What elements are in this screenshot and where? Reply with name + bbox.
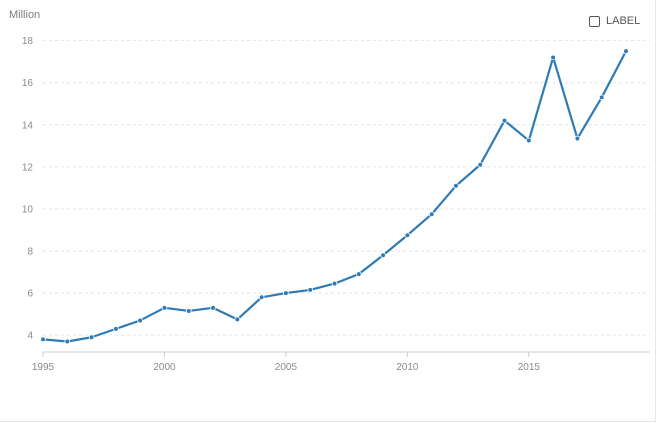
axes [42,351,650,357]
data-point-2010[interactable] [404,232,411,239]
data-point-1997[interactable] [88,334,95,341]
x-tick-label-2015: 2015 [518,362,541,373]
data-point-2009[interactable] [380,252,386,259]
data-point-2007[interactable] [331,280,338,287]
y-tick-label-18: 18 [22,36,34,47]
label-toggle[interactable]: LABEL [589,15,640,27]
data-point-1995[interactable] [40,336,46,343]
data-point-2003[interactable] [234,316,241,323]
data-point-2019[interactable] [623,48,629,54]
data-point-2018[interactable] [598,94,605,101]
data-point-2017[interactable] [574,135,581,142]
y-tick-label-4: 4 [27,331,33,342]
data-point-2006[interactable] [307,287,314,293]
data-point-2016[interactable] [550,54,556,61]
data-point-2013[interactable] [477,161,484,168]
tick-labels: 4 6 8 10 12 14 16 18 1995 2000 2005 2010 2015 [22,36,541,373]
data-point-1996[interactable] [64,338,71,345]
y-tick-label-8: 8 [27,247,33,258]
label-checkbox[interactable] [589,15,600,27]
y-tick-label-10: 10 [22,204,34,215]
data-point-2004[interactable] [258,294,265,301]
y-tick-label-16: 16 [22,78,34,89]
data-point-2015[interactable] [526,137,532,144]
x-tick-label-2010: 2010 [396,362,419,373]
data-point-2012[interactable] [453,182,459,189]
data-point-2000[interactable] [161,305,168,311]
data-point-2005[interactable] [283,290,289,296]
y-tick-label-14: 14 [22,120,34,131]
y-tick-label-6: 6 [27,289,33,300]
series-line-0 [41,50,628,343]
data-point-2008[interactable] [355,271,362,277]
x-tick-label-2000: 2000 [153,362,176,373]
series-layer [40,48,629,345]
data-point-2011[interactable] [428,211,435,217]
x-tick-label-1995: 1995 [32,362,55,373]
data-point-1998[interactable] [113,326,119,332]
x-tick-label-2005: 2005 [275,362,298,373]
data-point-2014[interactable] [501,117,508,124]
data-point-2002[interactable] [210,305,216,311]
data-point-2001[interactable] [185,308,192,314]
grid-lines [43,40,650,336]
y-tick-label-12: 12 [22,162,34,173]
y-axis-unit-label: Million [9,9,41,21]
data-point-1999[interactable] [137,317,143,324]
label-toggle-text: LABEL [606,15,641,27]
